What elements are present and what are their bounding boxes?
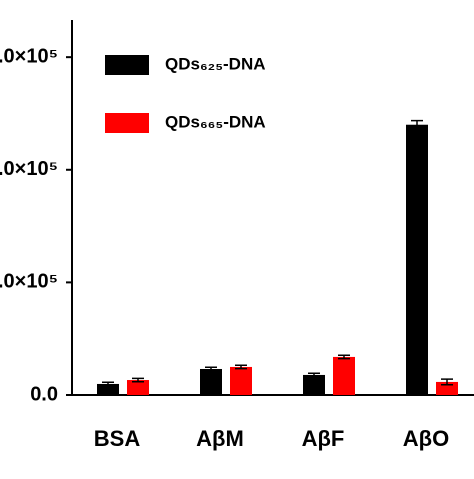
bar <box>230 366 252 395</box>
legend-swatch <box>105 55 149 75</box>
error-bar <box>235 364 247 370</box>
error-bar <box>308 372 320 378</box>
legend-label: QDs₆₆₅-DNA <box>165 112 266 131</box>
bar <box>406 124 428 395</box>
error-bar <box>338 354 350 360</box>
bar <box>200 368 222 395</box>
y-tick-label: 3.0×10⁵ <box>0 45 58 67</box>
error-bar <box>132 377 144 383</box>
y-tick-label: 0.0 <box>30 383 58 405</box>
x-tick-label: AβM <box>196 426 244 451</box>
x-tick-label: AβF <box>302 426 345 451</box>
bar <box>333 356 355 395</box>
error-bar <box>441 378 453 386</box>
x-tick-label: BSA <box>94 426 141 451</box>
x-tick-label: AβO <box>403 426 449 451</box>
error-bar <box>411 119 423 130</box>
y-tick-label: 1.0×10⁵ <box>0 271 58 293</box>
legend-swatch <box>105 113 149 133</box>
error-bar <box>102 381 114 387</box>
error-bar <box>205 366 217 372</box>
y-tick-label: 2.0×10⁵ <box>0 158 58 180</box>
bar <box>97 383 119 395</box>
bar <box>303 374 325 395</box>
legend-label: QDs₆₂₅-DNA <box>165 54 266 73</box>
bar <box>127 380 149 395</box>
